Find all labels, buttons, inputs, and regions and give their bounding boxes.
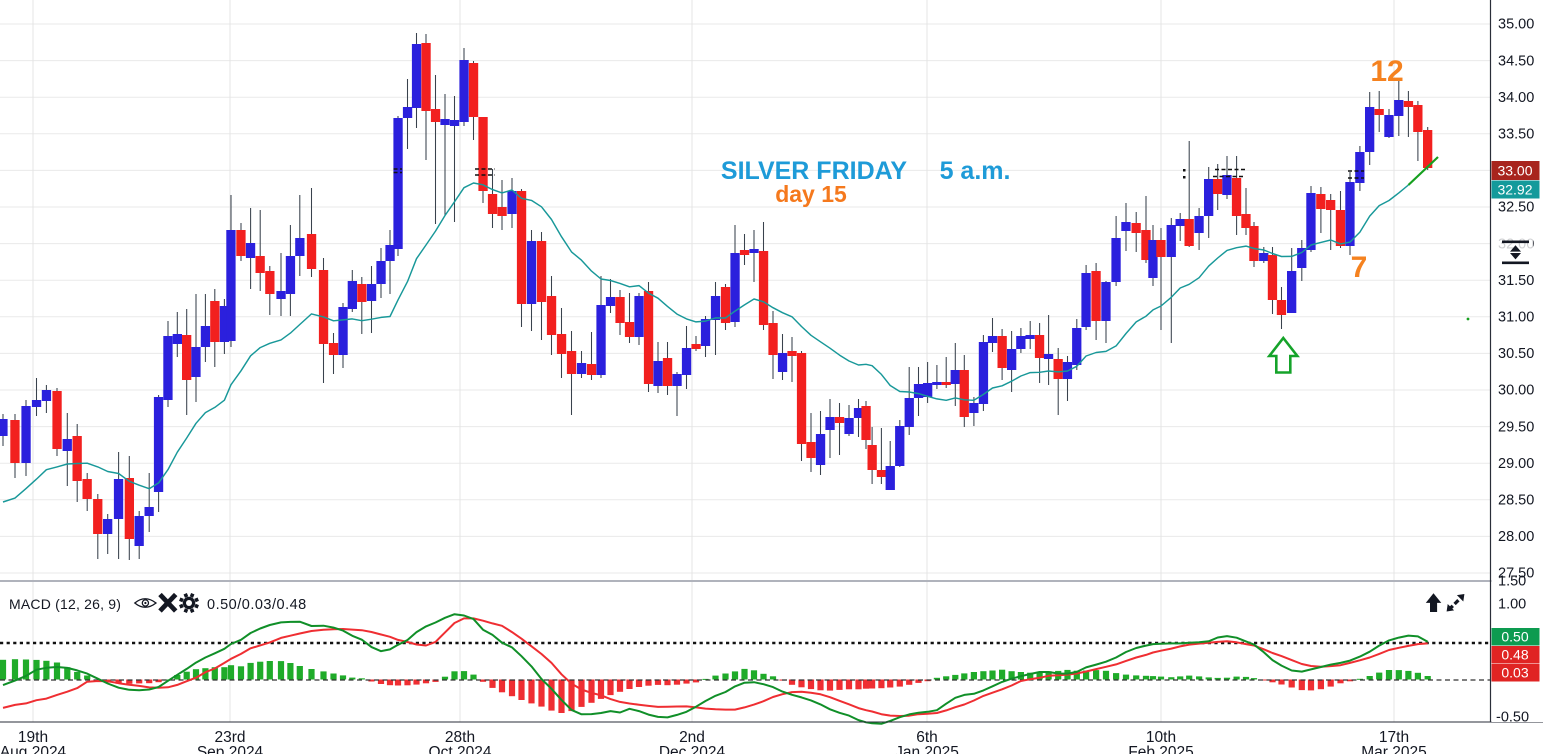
svg-text:0.50/0.03/0.48: 0.50/0.03/0.48 bbox=[207, 597, 307, 613]
svg-text:30.00: 30.00 bbox=[1498, 383, 1534, 399]
svg-text:-0.50: -0.50 bbox=[1496, 710, 1529, 726]
svg-text:30.50: 30.50 bbox=[1498, 346, 1534, 362]
svg-text:MACD (12, 26, 9): MACD (12, 26, 9) bbox=[9, 596, 121, 612]
svg-text:34.00: 34.00 bbox=[1498, 90, 1534, 106]
svg-text:day 15: day 15 bbox=[775, 181, 847, 207]
svg-text:28.00: 28.00 bbox=[1498, 529, 1534, 545]
svg-text:Oct 2024: Oct 2024 bbox=[429, 744, 492, 754]
svg-text:SILVER FRIDAY: SILVER FRIDAY bbox=[721, 157, 907, 185]
svg-text:32.50: 32.50 bbox=[1498, 200, 1534, 216]
svg-text:28th: 28th bbox=[445, 729, 475, 746]
svg-text:5 a.m.: 5 a.m. bbox=[940, 157, 1011, 185]
svg-text:6th: 6th bbox=[916, 729, 938, 746]
svg-text:17th: 17th bbox=[1379, 729, 1409, 746]
svg-text:34.50: 34.50 bbox=[1498, 53, 1534, 69]
svg-text:27.50: 27.50 bbox=[1498, 566, 1534, 582]
svg-text:35.00: 35.00 bbox=[1498, 17, 1534, 33]
svg-text:2nd: 2nd bbox=[679, 729, 705, 746]
svg-text:7: 7 bbox=[1351, 251, 1368, 284]
svg-text:28.50: 28.50 bbox=[1498, 493, 1534, 509]
svg-text:1.00: 1.00 bbox=[1498, 597, 1526, 613]
svg-text:23rd: 23rd bbox=[214, 729, 245, 746]
svg-text:Feb 2025: Feb 2025 bbox=[1128, 744, 1194, 754]
svg-text:33.50: 33.50 bbox=[1498, 127, 1534, 143]
svg-text:33.00: 33.00 bbox=[1497, 162, 1532, 178]
svg-text:31.00: 31.00 bbox=[1498, 310, 1534, 326]
svg-text:Dec 2024: Dec 2024 bbox=[659, 744, 726, 754]
svg-text:0.50: 0.50 bbox=[1501, 629, 1528, 645]
svg-text:0.48: 0.48 bbox=[1501, 647, 1528, 663]
svg-text:Jan 2025: Jan 2025 bbox=[895, 744, 959, 754]
svg-text:29.50: 29.50 bbox=[1498, 419, 1534, 435]
svg-text:0.03: 0.03 bbox=[1501, 665, 1528, 681]
svg-text:1.50: 1.50 bbox=[1498, 574, 1526, 590]
svg-text:32.92: 32.92 bbox=[1497, 181, 1532, 197]
svg-text:12: 12 bbox=[1370, 55, 1403, 88]
svg-text:31.50: 31.50 bbox=[1498, 273, 1534, 289]
svg-text:Sep 2024: Sep 2024 bbox=[197, 744, 264, 754]
svg-text:19th: 19th bbox=[18, 729, 48, 746]
svg-text:29.00: 29.00 bbox=[1498, 456, 1534, 472]
svg-text:Aug 2024: Aug 2024 bbox=[0, 744, 67, 754]
svg-text:10th: 10th bbox=[1146, 729, 1176, 746]
svg-text:Mar 2025: Mar 2025 bbox=[1361, 744, 1426, 754]
